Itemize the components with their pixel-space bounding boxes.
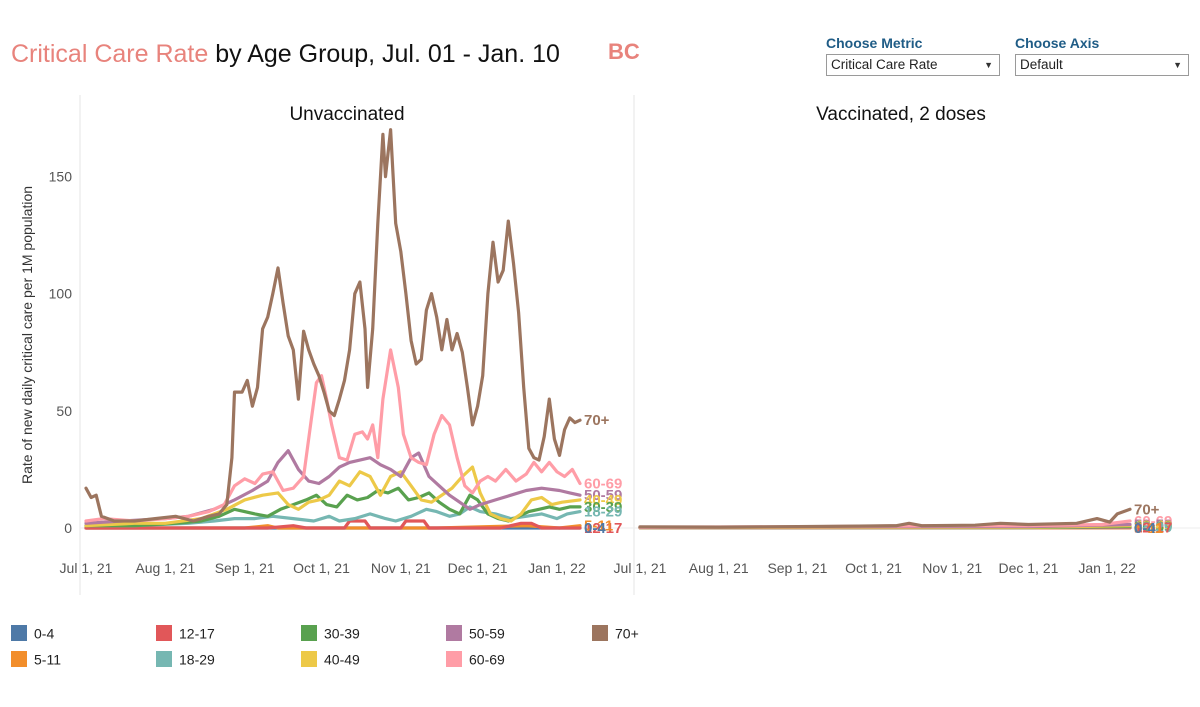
title-metric: Critical Care Rate <box>11 40 209 68</box>
chart-title: Critical Care Rate by Age Group, Jul. 01… <box>11 40 560 69</box>
legend-swatch <box>156 651 172 668</box>
end-label-5-11: 5-11 <box>1134 520 1163 537</box>
title-rest: by Age Group, Jul. 01 - Jan. 10 <box>215 40 560 68</box>
legend-item-60-69[interactable]: 60-69 <box>446 649 505 668</box>
x-tick-label: Nov 1, 21 <box>371 560 431 576</box>
end-label-70+: 70+ <box>1134 501 1160 518</box>
axis-control: Choose Axis Default ▼ <box>1015 35 1189 76</box>
legend-item-50-59[interactable]: 50-59 <box>446 623 505 642</box>
x-tick-label: Nov 1, 21 <box>922 560 982 576</box>
x-tick-label: Sep 1, 21 <box>215 560 275 576</box>
legend: 0-4 5-11 12-17 18-29 30-39 40-49 50-59 60-69 70+ <box>0 620 760 670</box>
x-tick-label: Jul 1, 21 <box>60 560 113 576</box>
y-tick-label: 50 <box>56 403 72 419</box>
panel-title: Vaccinated, 2 doses <box>816 104 986 125</box>
end-label-18-29: 18-29 <box>1134 519 1172 536</box>
series-line-12-17 <box>84 519 582 530</box>
legend-item-70+[interactable]: 70+ <box>592 623 639 642</box>
series-line-60-69 <box>84 348 582 523</box>
axis-label: Choose Axis <box>1015 35 1100 51</box>
end-label-50-59: 50-59 <box>584 487 622 504</box>
legend-label: 5-11 <box>34 651 61 668</box>
series-line-70+ <box>638 507 1132 529</box>
end-label-60-69: 60-69 <box>1134 513 1172 530</box>
dropdown-arrow-icon: ▼ <box>984 60 993 70</box>
legend-swatch <box>446 625 462 642</box>
metric-value: Critical Care Rate <box>831 57 938 72</box>
legend-swatch <box>11 625 27 642</box>
legend-swatch <box>446 651 462 668</box>
legend-label: 40-49 <box>324 651 360 668</box>
legend-item-30-39[interactable]: 30-39 <box>301 623 360 642</box>
legend-swatch <box>156 625 172 642</box>
y-tick-label: 100 <box>49 286 73 302</box>
legend-item-12-17[interactable]: 12-17 <box>156 623 215 642</box>
series-line-70+ <box>84 128 582 523</box>
end-label-18-29: 18-29 <box>584 504 622 521</box>
series-line-40-49 <box>84 465 582 528</box>
legend-label: 70+ <box>615 625 639 642</box>
series-line-50-59 <box>84 449 582 525</box>
end-label-60-69: 60-69 <box>584 475 622 492</box>
legend-label: 0-4 <box>34 625 55 642</box>
end-label-40-49: 40-49 <box>584 492 622 509</box>
legend-swatch <box>301 625 317 642</box>
end-label-0-4: 0-4 <box>1134 520 1156 537</box>
legend-item-18-29[interactable]: 18-29 <box>156 649 215 668</box>
x-tick-label: Jul 1, 21 <box>614 560 667 576</box>
x-tick-label: Jan 1, 22 <box>1078 560 1136 576</box>
legend-swatch <box>301 651 317 668</box>
legend-swatch <box>592 625 608 642</box>
dropdown-arrow-icon: ▼ <box>1173 60 1182 70</box>
y-axis-label: Rate of new daily critical care per 1M p… <box>19 186 35 484</box>
end-label-12-17: 12-17 <box>1134 520 1172 537</box>
end-label-0-4: 0-4 <box>584 520 606 537</box>
x-tick-label: Dec 1, 21 <box>448 560 508 576</box>
end-label-5-11: 5-11 <box>584 518 613 535</box>
legend-item-40-49[interactable]: 40-49 <box>301 649 360 668</box>
legend-label: 50-59 <box>469 625 505 642</box>
end-label-30-39: 30-39 <box>1134 518 1172 535</box>
y-tick-label: 150 <box>49 169 73 185</box>
legend-label: 30-39 <box>324 625 360 642</box>
legend-item-5-11[interactable]: 5-11 <box>11 649 61 668</box>
panel-title: Unvaccinated <box>289 104 404 125</box>
legend-label: 12-17 <box>179 625 215 642</box>
axis-value: Default <box>1020 57 1063 72</box>
end-label-40-49: 40-49 <box>1134 518 1172 535</box>
x-tick-label: Dec 1, 21 <box>998 560 1058 576</box>
x-tick-label: Sep 1, 21 <box>767 560 827 576</box>
metric-control: Choose Metric Critical Care Rate ▼ <box>826 35 1000 76</box>
legend-item-0-4[interactable]: 0-4 <box>11 623 55 642</box>
legend-label: 18-29 <box>179 651 215 668</box>
end-label-70+: 70+ <box>584 412 610 429</box>
x-tick-label: Aug 1, 21 <box>135 560 195 576</box>
legend-label: 60-69 <box>469 651 505 668</box>
x-tick-label: Oct 1, 21 <box>293 560 350 576</box>
x-tick-label: Jan 1, 22 <box>528 560 586 576</box>
line-chart: Rate of new daily critical care per 1M p… <box>19 95 1200 595</box>
metric-label: Choose Metric <box>826 35 923 51</box>
end-label-50-59: 50-59 <box>1134 516 1172 533</box>
metric-dropdown[interactable]: Critical Care Rate ▼ <box>826 54 1000 76</box>
region-label: BC <box>608 39 640 64</box>
x-tick-label: Aug 1, 21 <box>689 560 749 576</box>
y-tick-label: 0 <box>64 520 72 536</box>
end-label-30-39: 30-39 <box>584 499 622 516</box>
end-label-12-17: 12-17 <box>584 520 622 537</box>
x-tick-label: Oct 1, 21 <box>845 560 902 576</box>
axis-dropdown[interactable]: Default ▼ <box>1015 54 1189 76</box>
legend-swatch <box>11 651 27 668</box>
